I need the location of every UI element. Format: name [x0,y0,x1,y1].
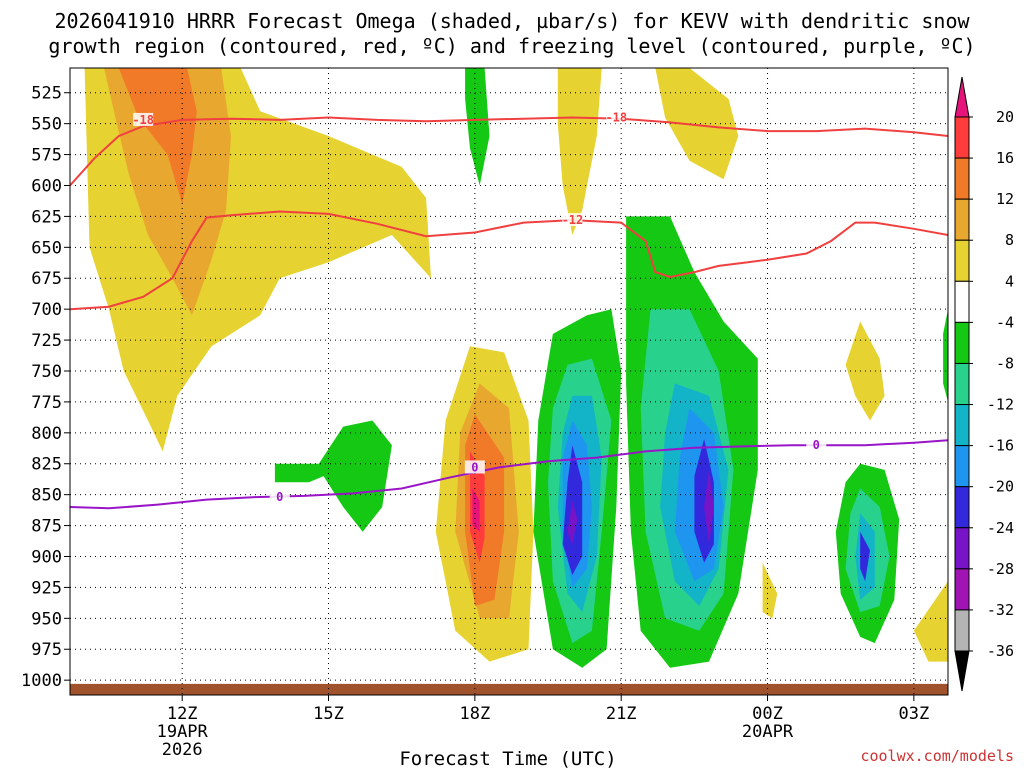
colorbar-segment-4 [954,280,970,323]
contour-label-2-0: 0 [276,490,283,504]
y-tick-label-625: 625 [31,207,62,227]
colorbar-label-3: 8 [1005,231,1014,249]
colorbar-label-7: -12 [987,396,1014,414]
colorbar-segment-9 [954,486,970,529]
omega-region-10 [472,488,480,532]
omega-region-16 [567,500,578,545]
omega-region-32 [70,683,948,695]
colorbar-label-5: -4 [996,313,1014,331]
contour-label-bg-2-0 [269,490,290,504]
colorbar-label-11: -28 [987,560,1014,578]
colorbar: 20 16 12 8 4 -4 -8 -12 -16 -20 -24 -28 -32 -36 [954,76,1014,692]
colorbar-segment-5 [954,321,970,364]
y-axis-ticks: 525 550 575 600 625 650 675 700 725 750 775 800 825 8… [21,84,70,691]
y-tick-label-700: 700 [31,300,62,320]
contour-label-0-0: -18 [132,113,154,127]
omega-region-22 [704,469,714,545]
colorbar-label-2: 12 [996,190,1014,208]
x-tick-label-00Z: 00Z [752,704,783,724]
y-tick-label-900: 900 [31,547,62,567]
x-tick-label-03Z: 03Z [898,704,929,724]
contour-label-2-1: 0 [471,460,478,474]
y-tick-label-550: 550 [31,115,62,135]
colorbar-top-arrow [954,76,970,118]
colorbar-bottom-arrow [954,650,970,692]
omega-region-23 [274,420,392,532]
colorbar-segment-1 [954,157,970,200]
x-tick-label-21Z: 21Z [606,704,637,724]
y-tick-label-575: 575 [31,146,62,166]
y-tick-label-650: 650 [31,238,62,258]
chart-title-line-2: growth region (contoured, red, ºC) and f… [48,34,975,58]
y-tick-label-825: 825 [31,455,62,475]
omega-region-3 [557,68,602,235]
contour-labels: -18 -18 -12 0 0 0 [132,110,827,504]
colorbar-segment-0 [954,116,970,159]
x-tick-sublabel-00Z-0: 20APR [742,722,794,742]
y-tick-label-975: 975 [31,640,62,660]
x-tick-label-15Z: 15Z [313,704,344,724]
colorbar-label-9: -20 [987,478,1014,496]
colorbar-segment-6 [954,362,970,406]
colorbar-label-0: 20 [996,108,1014,126]
omega-region-4 [655,68,739,180]
colorbar-segment-8 [954,445,970,488]
contour-label-bg-2-2 [806,438,827,452]
colorbar-segment-10 [954,527,970,570]
omega-region-30 [913,581,948,662]
omega-region-2 [118,68,197,204]
contour-label-2-2: 0 [813,438,820,452]
y-tick-label-675: 675 [31,269,62,289]
contour-label-1-0: -12 [562,213,584,227]
y-tick-label-950: 950 [31,609,62,629]
omega-region-31 [943,309,948,402]
credit-text: coolwx.com/models [860,747,1014,765]
contour-label-0-1: -18 [605,110,627,124]
contour-label-bg-1-0 [562,213,583,227]
colorbar-label-13: -36 [987,642,1014,660]
x-tick-label-18Z: 18Z [459,704,490,724]
chart-title-line-1: 2026041910 HRRR Forecast Omega (shaded, … [54,9,970,33]
omega-region-29 [762,562,778,619]
x-axis-label: Forecast Time (UTC) [399,748,616,768]
colorbar-label-4: 4 [1005,272,1014,290]
colorbar-label-8: -16 [987,437,1014,455]
contour-label-bg-0-1 [606,110,627,124]
x-tick-sublabel-12Z-0: 19APR [157,722,209,742]
y-tick-label-725: 725 [31,331,62,351]
colorbar-segment-3 [954,239,970,282]
y-tick-label-750: 750 [31,362,62,382]
contour-line-0 [70,116,948,187]
y-tick-label-600: 600 [31,176,62,196]
contour-line-1 [70,210,948,311]
colorbar-segment-12 [954,609,970,652]
y-tick-label-875: 875 [31,517,62,537]
contour-label-bg-2-1 [464,460,485,474]
colorbar-label-1: 16 [996,149,1014,167]
x-tick-sublabel-12Z-1: 2026 [162,740,203,760]
colorbar-segment-2 [954,198,970,241]
x-tick-label-12Z: 12Z [167,704,198,724]
colorbar-label-6: -8 [996,354,1014,372]
contour-label-bg-0-0 [133,112,154,126]
y-tick-label-850: 850 [31,486,62,506]
y-tick-label-775: 775 [31,393,62,413]
omega-region-5 [465,68,490,186]
colorbar-label-12: -32 [987,601,1014,619]
colorbar-segment-7 [954,404,970,447]
y-tick-label-525: 525 [31,84,62,104]
y-tick-label-1000: 1000 [21,671,62,691]
y-tick-label-800: 800 [31,424,62,444]
omega-shading-layer [70,68,948,695]
colorbar-segment-11 [954,568,970,611]
plot-frame [69,67,949,696]
y-tick-label-925: 925 [31,578,62,598]
colorbar-label-10: -24 [987,519,1014,537]
